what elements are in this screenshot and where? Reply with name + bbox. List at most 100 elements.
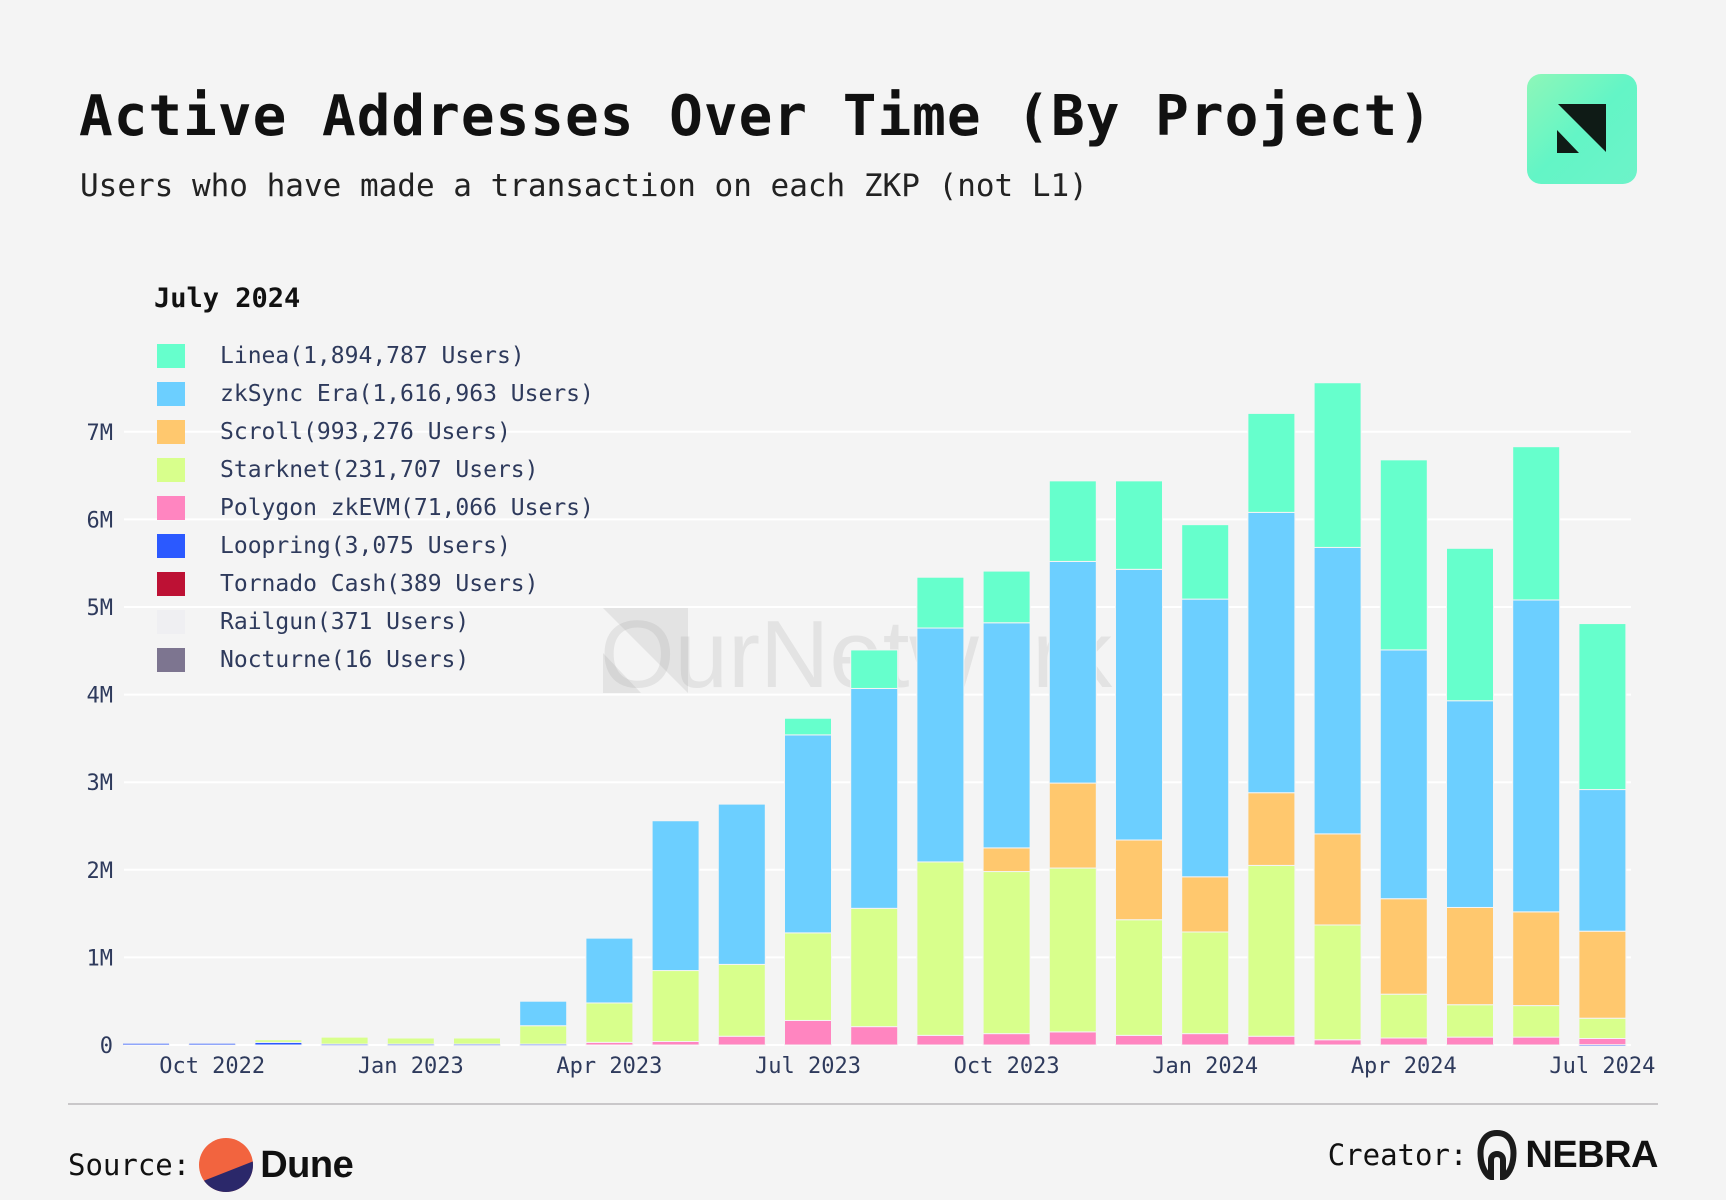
- bar-segment-zksync-era: [717, 803, 766, 965]
- legend-label: Linea(1,894,787 Users): [220, 343, 525, 369]
- bar-segment-scroll: [982, 847, 1031, 873]
- y-tick-label: 0: [100, 1034, 113, 1059]
- chart-title: Active Addresses Over Time (By Project): [79, 84, 1433, 149]
- y-tick-label: 5M: [87, 596, 114, 621]
- bar-segment-starknet: [1512, 1005, 1561, 1038]
- bar-segment-linea: [1048, 480, 1097, 562]
- bar-segment-zksync-era: [585, 937, 634, 1004]
- dune-logo-icon: [199, 1138, 254, 1192]
- bar-segment-zksync-era: [1115, 568, 1163, 841]
- bar-segment-linea: [784, 717, 832, 736]
- bar-segment-starknet: [1247, 864, 1296, 1037]
- source-label: Source:: [68, 1148, 191, 1182]
- bar-segment-linea: [1446, 547, 1494, 702]
- bar-segment-starknet: [1578, 1017, 1627, 1040]
- legend-swatch: [157, 496, 185, 520]
- source: Source: Dune: [68, 1137, 354, 1193]
- bar-segment-zksync-era: [1247, 511, 1296, 794]
- bar-segment-zksync-era: [916, 627, 965, 863]
- bar-segment-zksync-era: [1313, 546, 1362, 835]
- legend-item[interactable]: Loopring(3,075 Users): [157, 527, 594, 565]
- legend-swatch: [157, 648, 185, 672]
- legend-title: July 2024: [154, 283, 301, 314]
- x-tick-label: Apr 2023: [556, 1054, 662, 1079]
- bar-segment-starknet: [982, 871, 1031, 1035]
- bar-segment-starknet: [254, 1039, 303, 1043]
- footer-divider: [68, 1103, 1658, 1105]
- bar-segment-linea: [850, 649, 899, 689]
- bar-segment-zksync-era: [1446, 700, 1494, 908]
- bar-segment-starknet: [717, 963, 766, 1037]
- bar-segment-linea: [916, 576, 965, 629]
- bar-segment-zksync-era: [982, 622, 1031, 849]
- legend-swatch: [157, 458, 185, 482]
- bar-segment-scroll: [1578, 930, 1627, 1019]
- bar-segment-polygon-zkevm: [1048, 1031, 1097, 1046]
- bar-segment-starknet: [1181, 931, 1230, 1035]
- stacked-bar-chart: 0 1M 2M 3M 4M 5M 6M 7M Oct 2022 Jan 2023 Apr 2023 J…: [87, 382, 1655, 1079]
- legend: Linea(1,894,787 Users) zkSync Era(1,616,9…: [157, 337, 594, 679]
- bar-segment-linea: [1379, 459, 1428, 651]
- bar-segment-scroll: [1247, 792, 1296, 866]
- chart-subtitle: Users who have made a transaction on eac…: [80, 168, 1088, 204]
- legend-item[interactable]: Scroll(993,276 Users): [157, 413, 594, 451]
- bar-segment-zksync-era: [1379, 649, 1428, 900]
- legend-item[interactable]: Linea(1,894,787 Users): [157, 337, 594, 375]
- bar-segment-starknet: [1115, 919, 1163, 1036]
- bar-segment-scroll: [1512, 911, 1561, 1007]
- bar-segment-loopring: [122, 1042, 170, 1046]
- legend-item[interactable]: Polygon zkEVM(71,066 Users): [157, 489, 594, 527]
- x-tick-label: Jul 2024: [1549, 1054, 1655, 1079]
- x-tick-label: Jul 2023: [755, 1054, 861, 1079]
- bar-segment-polygon-zkevm: [717, 1035, 766, 1046]
- legend-swatch: [157, 572, 185, 596]
- bar-segment-scroll: [1048, 782, 1097, 869]
- ournetwork-logo-icon: [1527, 74, 1637, 184]
- bar-segment-polygon-zkevm: [1247, 1035, 1296, 1046]
- bar-segment-scroll: [1181, 876, 1230, 933]
- bar-segment-polygon-zkevm: [1578, 1038, 1627, 1046]
- legend-swatch: [157, 534, 185, 558]
- x-tick-label: Jan 2023: [358, 1054, 464, 1079]
- bar-segment-zksync-era: [1512, 599, 1561, 913]
- bar-segment-linea: [982, 570, 1031, 624]
- legend-swatch: [157, 344, 185, 368]
- nebra-logo-icon: [1477, 1130, 1517, 1180]
- bar-segment-zksync-era: [519, 1000, 568, 1027]
- y-tick-label: 4M: [87, 684, 114, 709]
- legend-item[interactable]: zkSync Era(1,616,963 Users): [157, 375, 594, 413]
- bar-segment-scroll: [1115, 839, 1163, 921]
- bar-segment-scroll: [1313, 833, 1362, 926]
- bar-segment-linea: [1247, 412, 1296, 513]
- bar-segment-linea: [1181, 524, 1230, 600]
- legend-swatch: [157, 610, 185, 634]
- legend-item[interactable]: Starknet(231,707 Users): [157, 451, 594, 489]
- watermark-logo-icon: [603, 608, 688, 693]
- bar-segment-starknet: [916, 861, 965, 1036]
- bar-segment-zksync-era: [1578, 789, 1627, 932]
- bar-segment-starknet: [784, 932, 832, 1021]
- bar-segment-starknet: [651, 970, 700, 1042]
- y-tick-label: 2M: [87, 859, 114, 884]
- legend-label: Nocturne(16 Users): [220, 647, 470, 673]
- bar-segment-polygon-zkevm: [1379, 1037, 1428, 1046]
- bar-segment-polygon-zkevm: [916, 1034, 965, 1046]
- x-tick-label: Oct 2022: [159, 1054, 265, 1079]
- y-tick-label: 6M: [87, 508, 114, 533]
- bar-segment-linea: [1578, 623, 1627, 791]
- x-tick-label: Apr 2024: [1351, 1054, 1457, 1079]
- legend-swatch: [157, 420, 185, 444]
- bar-segment-scroll: [1379, 898, 1428, 995]
- legend-item[interactable]: Nocturne(16 Users): [157, 641, 594, 679]
- creator-label: Creator:: [1327, 1138, 1468, 1172]
- bar-segment-zksync-era: [784, 734, 832, 934]
- bar-segment-linea: [1512, 446, 1561, 601]
- legend-item[interactable]: Tornado Cash(389 Users): [157, 565, 594, 603]
- bar-segment-starknet: [519, 1025, 568, 1045]
- legend-item[interactable]: Railgun(371 Users): [157, 603, 594, 641]
- source-brand: Dune: [260, 1143, 354, 1186]
- bar-segment-polygon-zkevm: [1446, 1036, 1494, 1046]
- bar-segment-starknet: [1446, 1004, 1494, 1038]
- bar-segment-polygon-zkevm: [1512, 1036, 1561, 1046]
- bar-segment-starknet: [453, 1037, 501, 1045]
